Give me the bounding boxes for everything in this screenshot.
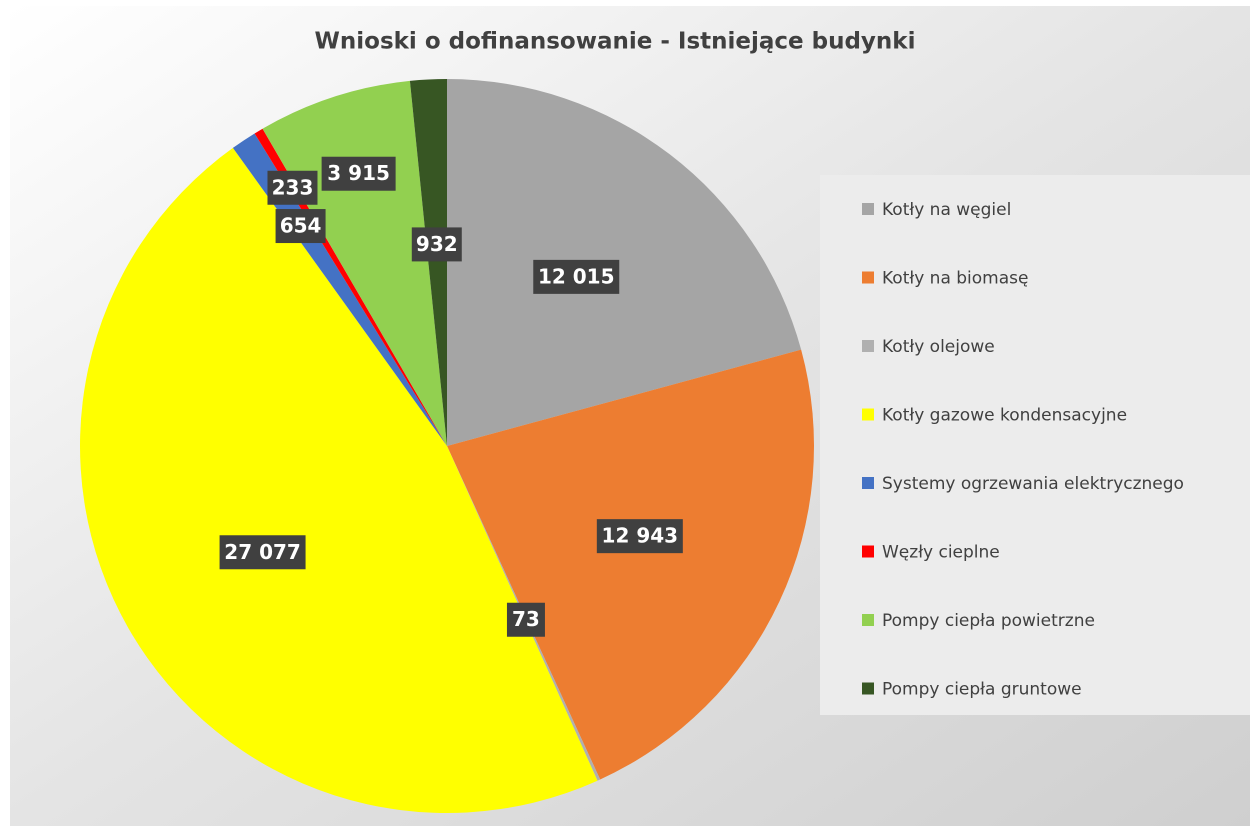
data-label-box — [411, 227, 462, 262]
legend-swatch — [862, 340, 874, 352]
pie-slice — [409, 79, 447, 446]
legend-label: Kotły gazowe kondensacyjne — [882, 406, 1127, 426]
data-label: 27 077 — [224, 540, 301, 564]
legend-label: Pompy ciepła powietrzne — [882, 611, 1095, 631]
chart-title: Wnioski o dofinansowanie - Istniejące bu… — [315, 29, 916, 55]
legend-label: Kotły na węgiel — [882, 200, 1011, 220]
legend-swatch — [862, 545, 874, 558]
pie-slice — [447, 349, 814, 780]
data-label-box — [267, 170, 318, 205]
data-label-box — [596, 519, 683, 554]
legend-swatch — [862, 477, 874, 489]
legend-swatch — [862, 408, 874, 421]
legend-label: Kotły na biomasę — [882, 269, 1028, 289]
legend-swatch — [862, 203, 874, 215]
legend-swatch — [862, 271, 874, 284]
pie-slice — [447, 79, 802, 446]
data-label: 654 — [280, 214, 322, 238]
legend-box — [820, 175, 1250, 715]
data-label: 73 — [512, 607, 540, 631]
legend-label: Kotły olejowe — [882, 337, 995, 357]
data-label: 3 915 — [327, 161, 390, 185]
legend-swatch — [862, 614, 874, 626]
data-label-box — [275, 209, 326, 244]
data-label: 233 — [272, 175, 314, 199]
data-label: 12 015 — [538, 264, 615, 288]
legend-label: Węzły cieplne — [882, 543, 1000, 563]
data-label-box — [506, 602, 545, 637]
data-label: 12 943 — [602, 524, 679, 548]
pie-slice — [79, 147, 598, 814]
data-label: 932 — [416, 232, 458, 256]
pie-slice — [254, 128, 447, 446]
data-label-box — [533, 259, 620, 294]
legend-swatch — [862, 682, 874, 695]
data-label-box — [321, 156, 396, 191]
legend-label: Pompy ciepła gruntowe — [882, 680, 1082, 700]
data-label-box — [219, 535, 306, 570]
legend-label: Systemy ogrzewania elektrycznego — [882, 474, 1184, 494]
